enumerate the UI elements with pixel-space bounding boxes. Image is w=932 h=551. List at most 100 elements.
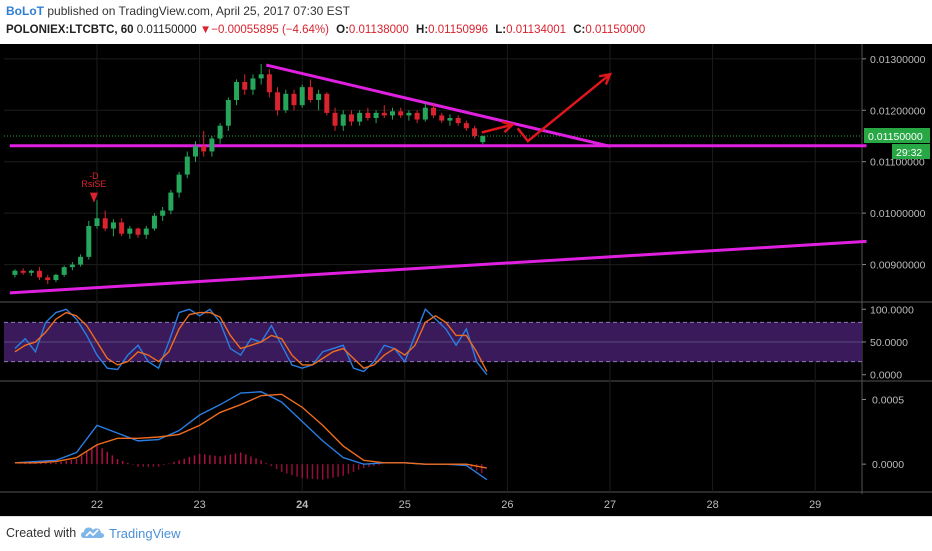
annotation-line-1: -D [89,171,99,181]
open-label: O: [336,24,349,36]
x-tick-label: 27 [604,499,616,511]
candle-up [127,228,133,234]
ohlc-line: POLONIEX:LTCBTC, 60 0.01150000 ▼−0.00055… [6,24,645,36]
stochastic-tick-label: 100.0000 [870,304,914,316]
candle-up [316,93,322,100]
tradingview-brand-link[interactable]: TradingView [109,526,181,541]
projection-arrowhead-icon [501,120,516,134]
tradingview-cloud-icon[interactable] [80,524,106,542]
projection-arrowhead-icon [598,72,613,85]
candle-up [176,174,182,193]
projection-arrow-line [481,123,513,134]
candle-down [37,270,43,278]
candle-up [143,228,149,235]
candle-down [431,107,437,116]
trendline-rising-support [9,239,867,295]
high-value: 0.01150996 [428,24,489,36]
candle-up [447,118,453,121]
published-text: published on TradingView.com, April 25, … [47,4,350,18]
chart-background [0,44,932,516]
candle-down [201,146,207,152]
low-label: L: [495,24,507,36]
candle-down [275,92,281,111]
symbol-label: POLONIEX:LTCBTC, 60 [6,24,134,36]
high-label: H: [416,24,429,36]
open-value: 0.01138000 [348,24,409,36]
projection-arrow-layer[interactable] [481,72,613,143]
stochastic-tick-label: 0.0000 [870,370,902,382]
candle-up [12,270,18,275]
candle-up [422,107,428,120]
x-tick-label: 29 [809,499,821,511]
candle-down [307,87,313,100]
trendline-resistance [265,63,611,148]
last-price: 0.01150000 [136,24,197,36]
candle-up [480,136,486,143]
close-label: C: [573,24,586,36]
candle-down [365,112,371,118]
x-tick-label: 28 [706,499,718,511]
candle-up [340,114,346,126]
candle-up [69,264,75,268]
macd-signal-line [14,393,488,469]
signal-down-arrow-icon [89,192,98,203]
projection-arrow-line [516,73,611,143]
last-price-tag-label: 0.01150000 [868,131,923,143]
candle-down [439,115,445,121]
candle-up [151,215,157,229]
stochastic-band [4,321,862,363]
stochastic-d-line [14,311,488,372]
candle-down [266,74,272,93]
created-with-label: Created with [6,526,77,540]
candle-down [348,114,354,122]
candle-up [160,210,166,216]
trendline-layer[interactable] [9,63,867,295]
candle-down [414,112,420,120]
candle-up [168,192,174,211]
candle-down [119,222,125,234]
candle-up [86,226,92,257]
signal-annotation: -D RsiSE [81,171,106,203]
candle-up [299,87,305,106]
candle-up [258,74,264,79]
countdown-tag-bg [892,144,930,159]
price-tick-label: 0.01200000 [870,105,926,117]
last-price-tag: 0.01150000 29:32 [864,128,930,159]
candle-up [184,156,190,175]
publish-line: BoLoT published on TradingView.com, Apri… [6,4,350,18]
price-tick-label: 0.01100000 [870,157,925,169]
author-link[interactable]: BoLoT [6,4,44,18]
candle-up [234,82,240,100]
price-tick-label: 0.00900000 [870,260,926,272]
chart-canvas[interactable]: -D RsiSE 22 23 24 25 26 27 28 29 0.01300000 0.012… [0,44,932,516]
low-value: 0.01134001 [506,24,567,36]
footer-bar: Created with TradingView [0,516,932,551]
candle-down [381,112,387,116]
candle-down [102,218,108,229]
x-tick-label: 24 [296,499,309,511]
candle-up [110,222,116,229]
candle-down [463,123,469,129]
candle-up [406,112,412,116]
last-price-tag-bg [864,128,930,143]
candle-up [94,218,100,226]
stochastic-k-line [14,308,488,376]
candle-up [209,138,215,152]
close-value: 0.01150000 [585,24,646,36]
candle-up [357,112,363,122]
candlestick-layer [12,64,486,285]
candle-down [324,93,330,113]
chart-header: BoLoT published on TradingView.com, Apri… [0,0,932,44]
candle-down [332,112,338,126]
x-tick-label: 26 [501,499,513,511]
candle-up [78,256,84,265]
price-tick-label: 0.01300000 [870,54,926,66]
candle-up [53,274,59,280]
candle-down [472,128,478,136]
candle-down [20,270,26,273]
x-tick-label: 22 [91,499,103,511]
candle-down [135,228,141,235]
candle-up [28,270,34,273]
candle-down [242,82,248,90]
indicator-layer [14,308,488,481]
